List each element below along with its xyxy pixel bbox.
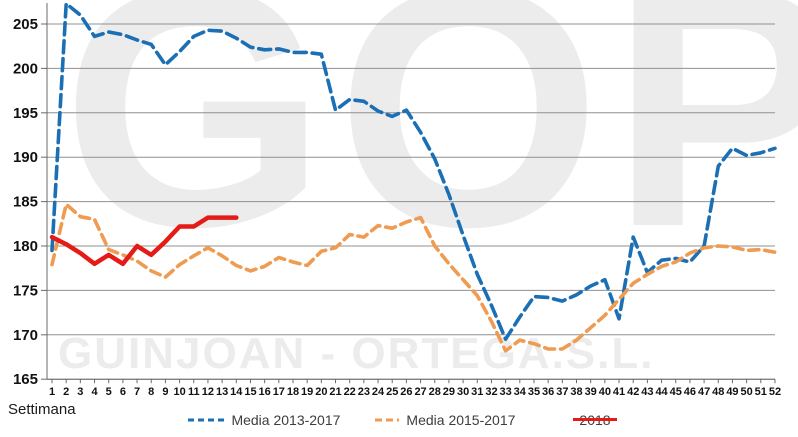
svg-text:8: 8 bbox=[148, 386, 154, 398]
legend-item-media-2015-2017: Media 2015-2017 bbox=[374, 412, 515, 428]
svg-text:6: 6 bbox=[120, 386, 126, 398]
svg-text:15: 15 bbox=[244, 386, 256, 398]
svg-text:51: 51 bbox=[755, 386, 767, 398]
svg-text:200: 200 bbox=[13, 60, 38, 77]
svg-text:17: 17 bbox=[273, 386, 285, 398]
svg-text:41: 41 bbox=[613, 386, 625, 398]
svg-text:49: 49 bbox=[726, 386, 738, 398]
svg-text:21: 21 bbox=[329, 386, 341, 398]
svg-text:4: 4 bbox=[91, 386, 98, 398]
svg-text:205: 205 bbox=[13, 16, 38, 33]
svg-text:14: 14 bbox=[230, 386, 243, 398]
svg-text:12: 12 bbox=[202, 386, 214, 398]
svg-text:31: 31 bbox=[471, 386, 483, 398]
svg-text:34: 34 bbox=[514, 386, 527, 398]
svg-text:22: 22 bbox=[344, 386, 356, 398]
svg-text:46: 46 bbox=[684, 386, 696, 398]
svg-text:50: 50 bbox=[740, 386, 752, 398]
svg-text:27: 27 bbox=[414, 386, 426, 398]
legend-marker-orange-dashed-line bbox=[375, 418, 400, 422]
svg-text:180: 180 bbox=[13, 238, 38, 255]
svg-text:28: 28 bbox=[429, 386, 441, 398]
svg-text:25: 25 bbox=[386, 386, 398, 398]
svg-text:20: 20 bbox=[315, 386, 327, 398]
svg-text:13: 13 bbox=[216, 386, 228, 398]
chart-legend: Media 2013-2017 Media 2015-2017 2018 bbox=[0, 412, 798, 428]
svg-text:48: 48 bbox=[712, 386, 724, 398]
svg-text:16: 16 bbox=[259, 386, 271, 398]
svg-text:24: 24 bbox=[372, 386, 385, 398]
svg-text:40: 40 bbox=[599, 386, 611, 398]
svg-text:7: 7 bbox=[134, 386, 140, 398]
svg-text:52: 52 bbox=[769, 386, 781, 398]
svg-text:33: 33 bbox=[500, 386, 512, 398]
svg-text:9: 9 bbox=[162, 386, 168, 398]
svg-text:38: 38 bbox=[570, 386, 582, 398]
svg-text:18: 18 bbox=[287, 386, 299, 398]
svg-text:35: 35 bbox=[528, 386, 540, 398]
svg-text:42: 42 bbox=[627, 386, 639, 398]
svg-text:19: 19 bbox=[301, 386, 313, 398]
svg-text:190: 190 bbox=[13, 149, 38, 166]
svg-text:23: 23 bbox=[358, 386, 370, 398]
svg-text:30: 30 bbox=[457, 386, 469, 398]
svg-text:32: 32 bbox=[485, 386, 497, 398]
legend-marker-blue-dashed-line bbox=[188, 418, 225, 422]
svg-text:185: 185 bbox=[13, 194, 38, 211]
svg-text:43: 43 bbox=[641, 386, 653, 398]
svg-text:39: 39 bbox=[585, 386, 597, 398]
legend-marker-red-line bbox=[573, 418, 617, 421]
legend-item-2018: 2018 bbox=[573, 412, 617, 428]
legend-item-media-2013-2017: Media 2013-2017 bbox=[187, 412, 340, 428]
svg-text:10: 10 bbox=[173, 386, 185, 398]
svg-text:3: 3 bbox=[77, 386, 83, 398]
legend-label-media-2015-2017: Media 2015-2017 bbox=[406, 412, 516, 428]
watermark-company-name: GUINJOAN - ORTEGA.S.L. bbox=[58, 329, 655, 378]
svg-text:165: 165 bbox=[13, 371, 38, 388]
svg-text:175: 175 bbox=[13, 282, 38, 299]
legend-label-media-2013-2017: Media 2013-2017 bbox=[231, 412, 341, 428]
svg-text:45: 45 bbox=[670, 386, 682, 398]
svg-text:44: 44 bbox=[655, 386, 668, 398]
svg-text:195: 195 bbox=[13, 105, 38, 122]
x-axis-title: Settimana bbox=[8, 401, 76, 418]
svg-text:170: 170 bbox=[13, 327, 38, 344]
svg-text:2: 2 bbox=[63, 386, 69, 398]
svg-text:11: 11 bbox=[188, 386, 200, 398]
svg-text:29: 29 bbox=[443, 386, 455, 398]
svg-text:5: 5 bbox=[106, 386, 112, 398]
svg-text:47: 47 bbox=[698, 386, 710, 398]
svg-text:26: 26 bbox=[400, 386, 412, 398]
svg-text:37: 37 bbox=[556, 386, 568, 398]
svg-text:36: 36 bbox=[542, 386, 554, 398]
svg-text:1: 1 bbox=[49, 386, 55, 398]
